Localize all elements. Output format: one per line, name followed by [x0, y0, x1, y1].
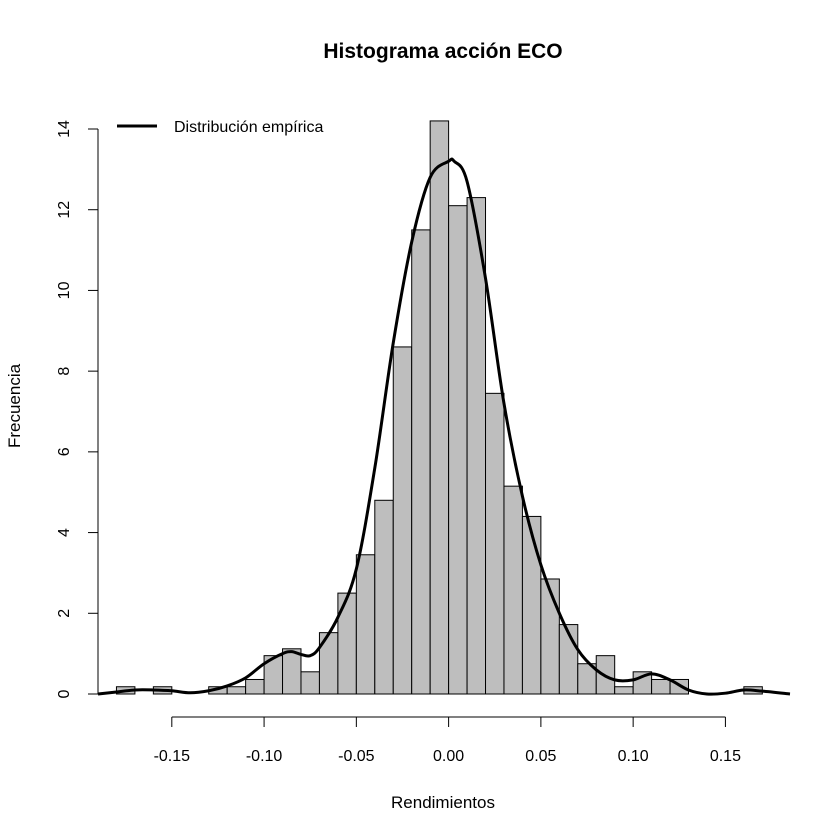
x-tick-label: -0.15	[154, 748, 191, 765]
histogram-bar	[485, 392, 505, 695]
histogram-bar	[300, 671, 320, 695]
y-axis: 0 2 4 6 8 10 12 14	[56, 120, 99, 698]
y-tick-label: 8	[56, 367, 73, 376]
x-tick-label: 0.10	[618, 748, 649, 765]
x-tick-label: -0.10	[246, 748, 283, 765]
density-curve-group	[97, 157, 791, 696]
histogram-bar	[245, 678, 265, 695]
histogram-bar	[448, 205, 468, 695]
histogram-bar	[614, 686, 634, 695]
y-tick-label: 10	[56, 281, 73, 299]
histogram-bar	[392, 346, 413, 695]
histogram-bar	[226, 686, 247, 695]
histogram-bar	[429, 120, 450, 695]
chart-title: Histograma acción ECO	[323, 40, 562, 63]
x-tick-label: -0.05	[338, 748, 375, 765]
histogram-bar	[466, 197, 487, 695]
y-tick-label: 6	[56, 447, 73, 456]
density-curve-line	[97, 157, 791, 696]
legend: Distribución empírica	[117, 119, 323, 136]
y-axis-label: Frecuencia	[5, 363, 24, 448]
histogram-bar	[521, 515, 542, 695]
x-axis: -0.15 -0.10 -0.05 0.00 0.05 0.10 0.15	[154, 716, 741, 765]
histogram-bar	[651, 678, 671, 695]
histogram-bar	[374, 499, 394, 695]
histogram-bar	[503, 485, 523, 695]
y-tick-label: 4	[56, 528, 73, 537]
x-tick-label: 0.00	[433, 748, 464, 765]
histogram-bar	[355, 554, 376, 695]
x-tick-label: 0.15	[710, 748, 741, 765]
y-tick-label: 0	[56, 689, 73, 698]
histogram-bar	[282, 648, 302, 695]
legend-entry-label: Distribución empírica	[174, 119, 323, 136]
histogram-bar	[540, 578, 560, 695]
histogram-bars	[115, 120, 763, 695]
x-axis-label: Rendimientos	[391, 793, 495, 812]
x-tick-label: 0.05	[525, 748, 556, 765]
y-tick-label: 14	[56, 120, 73, 138]
y-tick-label: 2	[56, 609, 73, 618]
y-tick-label: 12	[56, 201, 73, 219]
histogram-bar	[411, 229, 431, 695]
